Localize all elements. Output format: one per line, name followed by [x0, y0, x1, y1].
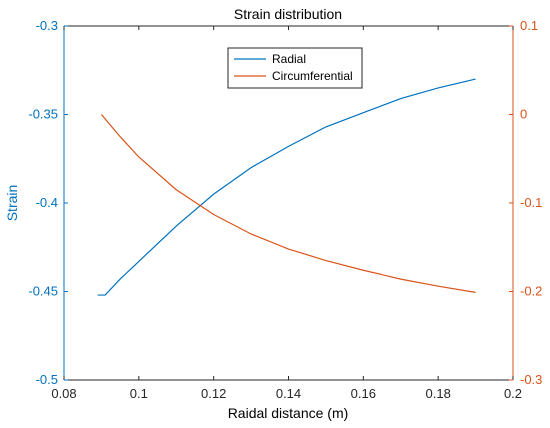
y-left-tick-label: -0.4 [36, 195, 58, 210]
y-axis-label-left: Strain [4, 185, 20, 222]
series-layer [97, 78, 476, 296]
x-tick-label: 0.1 [130, 386, 148, 401]
legend-box [227, 47, 363, 89]
chart-title: Strain distribution [234, 6, 342, 22]
y-left-tick-label: -0.5 [36, 372, 58, 387]
y-right-tick-label: -0.2 [520, 284, 542, 299]
legend-label: Circumferential [272, 69, 353, 83]
y-right-tick-label: 0.1 [520, 18, 538, 33]
series-line-circumferential [100, 114, 476, 293]
legend: Radial Circumferential [227, 47, 363, 89]
y-right-tick-label: -0.1 [520, 195, 542, 210]
x-tick-label: 0.16 [351, 386, 376, 401]
x-tick-label: 0.08 [51, 386, 76, 401]
y-left-tick-label: -0.3 [36, 18, 58, 33]
x-tick-label: 0.18 [426, 386, 451, 401]
series-line-radial [97, 78, 476, 296]
x-tick-label: 0.12 [201, 386, 226, 401]
axes: 0.08 0.1 0.12 0.14 0.16 0.18 0.2 -0.5 -0.45 -0.4 -… [28, 18, 542, 401]
y-left-tick-label: -0.35 [28, 107, 58, 122]
y-left-tick-label: -0.45 [28, 284, 58, 299]
x-tick-label: 0.2 [504, 386, 522, 401]
y-right-tick-label: -0.3 [520, 372, 542, 387]
x-axis-label: Raidal distance (m) [228, 405, 349, 421]
x-tick-label: 0.14 [276, 386, 301, 401]
legend-label: Radial [272, 52, 306, 66]
y-right-tick-label: 0 [520, 107, 527, 122]
